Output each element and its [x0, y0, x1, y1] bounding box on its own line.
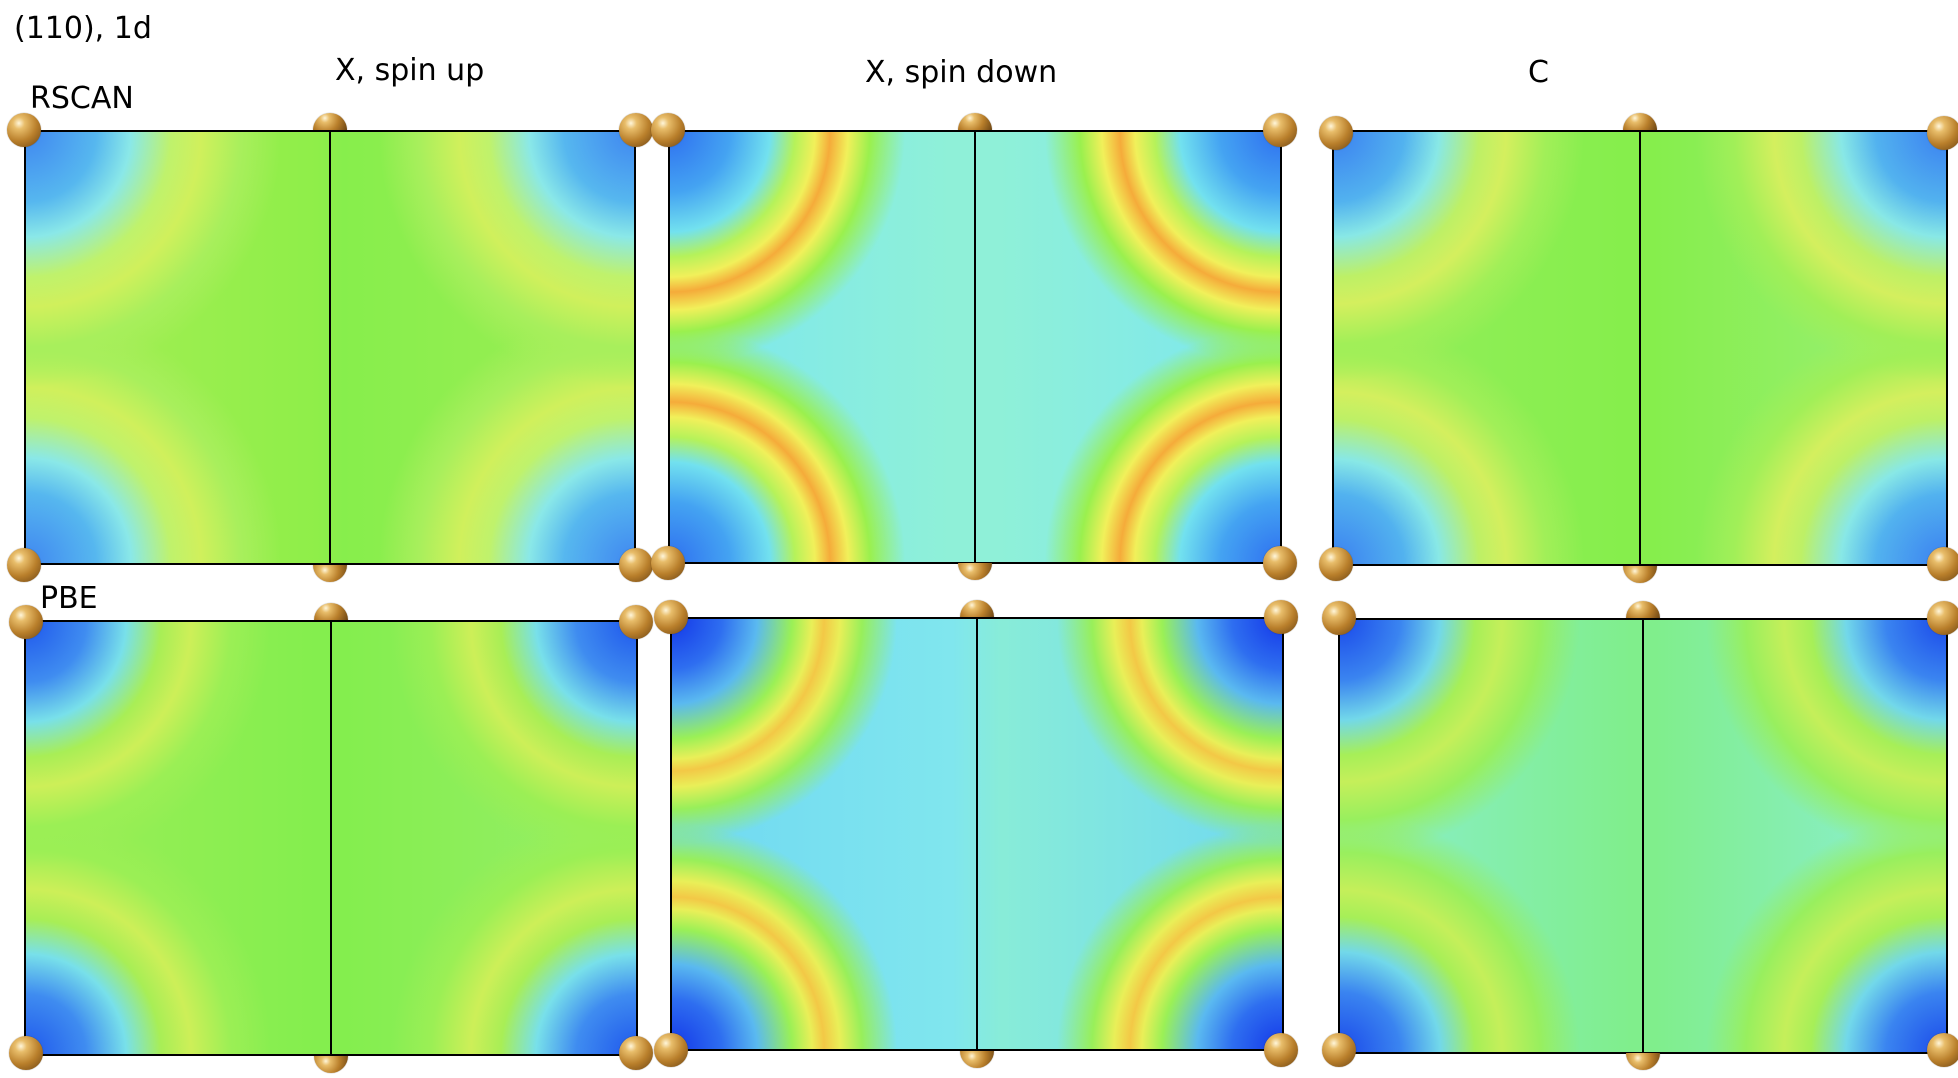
panel-rscan-correlation	[1332, 130, 1948, 566]
panel-rscan-spin-up	[24, 130, 636, 565]
column-label-correlation: C	[1528, 55, 1549, 90]
atom-marker	[313, 113, 347, 130]
atom-marker	[619, 113, 653, 147]
atom-marker	[619, 548, 653, 582]
column-label-spin-up: X, spin up	[335, 53, 485, 88]
atom-marker	[1264, 1033, 1298, 1067]
cell-divider	[976, 619, 978, 1049]
column-label-spin-down: X, spin down	[865, 55, 1058, 90]
atom-marker	[958, 113, 992, 130]
atom-marker	[1264, 600, 1298, 634]
atom-marker	[1927, 1033, 1958, 1067]
atom-marker	[651, 113, 685, 147]
panel-pbe-correlation	[1338, 618, 1948, 1054]
atom-marker	[314, 603, 348, 620]
atom-marker	[9, 605, 43, 639]
atom-marker	[314, 1056, 348, 1073]
atom-marker	[1927, 547, 1958, 581]
atom-marker	[619, 605, 653, 639]
atom-marker	[7, 548, 41, 582]
panel-pbe-spin-down	[670, 617, 1284, 1051]
atom-marker	[1626, 1053, 1660, 1070]
atom-marker	[1927, 601, 1958, 635]
atom-marker	[651, 546, 685, 580]
atom-marker	[960, 1051, 994, 1068]
atom-marker	[1319, 116, 1353, 150]
atom-marker	[960, 600, 994, 617]
atom-marker	[1322, 601, 1356, 635]
atom-marker	[313, 565, 347, 582]
atom-marker	[1927, 116, 1958, 150]
atom-marker	[654, 1033, 688, 1067]
figure-title: (110), 1d	[14, 11, 152, 46]
cell-divider	[330, 622, 332, 1054]
atom-marker	[1322, 1033, 1356, 1067]
atom-marker	[1263, 113, 1297, 147]
atom-marker	[1263, 546, 1297, 580]
panel-pbe-spin-up	[24, 620, 638, 1056]
atom-marker	[1623, 566, 1657, 583]
row-label-rscan: RSCAN	[30, 81, 134, 116]
panel-rscan-spin-down	[668, 130, 1282, 564]
cell-divider	[1642, 620, 1644, 1052]
atom-marker	[619, 1036, 653, 1070]
atom-marker	[1319, 547, 1353, 581]
atom-marker	[958, 563, 992, 580]
cell-divider	[1639, 132, 1641, 564]
cell-divider	[974, 132, 976, 562]
atom-marker	[1623, 113, 1657, 130]
atom-marker	[9, 1036, 43, 1070]
cell-divider	[329, 132, 331, 563]
row-label-pbe: PBE	[40, 581, 98, 616]
atom-marker	[654, 600, 688, 634]
atom-marker	[1626, 601, 1660, 618]
atom-marker	[7, 113, 41, 147]
